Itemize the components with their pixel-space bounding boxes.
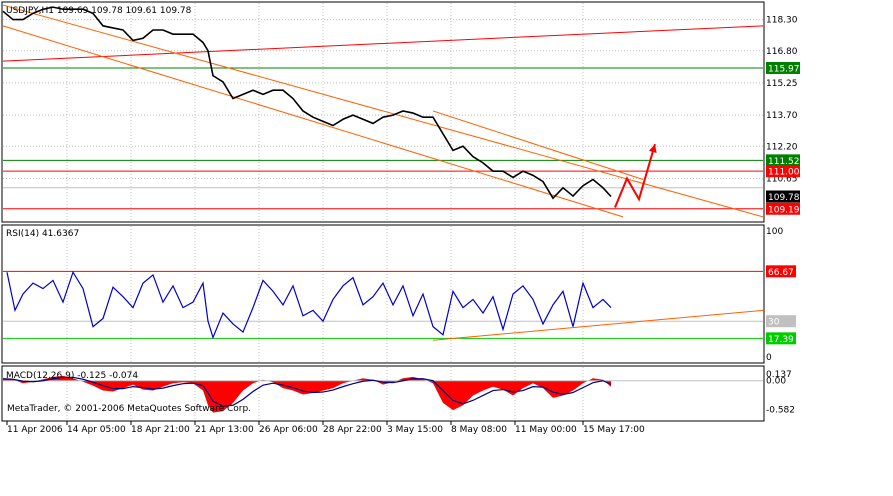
rsi-level-tag-box (766, 265, 796, 278)
rsi-level-tag-label: 66.67 (768, 268, 794, 278)
price-grid (3, 3, 763, 221)
projection-arrow-path (614, 143, 656, 208)
rsi-tick-label: 0 (766, 353, 772, 363)
price-panel-title: USDJPY,H1 109.69 109.78 109.61 109.78 (6, 6, 192, 16)
price-trendline (2, 25, 624, 218)
price-tick-label: 110.65 (766, 174, 798, 184)
price-tag-label: 115.97 (768, 64, 800, 74)
time-tick-label: 8 May 08:00 (451, 425, 507, 435)
price-tick-label: 113.70 (766, 111, 798, 121)
rsi-level-tag-label: 17.39 (768, 335, 794, 345)
price-panel-frame (1, 1, 765, 223)
projection-arrow-head (648, 144, 657, 153)
price-tag-label: 109.19 (768, 205, 800, 215)
rsi-tick-label: 100 (766, 227, 783, 237)
macd-layer (2, 375, 763, 413)
price-tag-label: 111.52 (768, 157, 800, 167)
rsi-trendline (432, 309, 764, 341)
price-tag-label: 109.78 (768, 193, 800, 203)
price-series-line (2, 6, 612, 200)
macd-tick-label: 0.00 (766, 377, 786, 387)
price-tag-box (766, 202, 800, 215)
macd-signal-line (2, 376, 612, 407)
axis-layer: 118.30 116.80 115.25 113.70 112.20 110.65 115.… (6, 16, 800, 435)
time-tick-label: 26 Apr 06:00 (259, 425, 318, 435)
rsi-panel-title: RSI(14) 41.6367 (6, 229, 79, 239)
price-tick-label: 118.30 (766, 16, 798, 26)
rsi-level-tag-box (766, 315, 796, 328)
time-tick-label: 28 Apr 22:00 (323, 425, 382, 435)
price-tick-label: 115.25 (766, 79, 798, 89)
time-tick-label: 3 May 15:00 (387, 425, 443, 435)
price-trendline (2, 4, 764, 218)
price-tag-box (766, 165, 800, 178)
price-tag-label: 111.00 (768, 168, 800, 178)
price-tag-box (766, 61, 800, 74)
time-tick-label: 11 Apr 2006 (7, 425, 63, 435)
price-tag-box (766, 154, 800, 167)
rsi-panel-frame (1, 224, 765, 364)
price-trendline (2, 25, 764, 62)
macd-tick-label: -0.582 (766, 405, 795, 415)
time-tick-label: 11 May 00:00 (515, 425, 577, 435)
copyright-text: MetaTrader, © 2001-2006 MetaQuotes Softw… (7, 404, 251, 414)
rsi-level-tag-box (766, 332, 796, 345)
rsi-level-tag-label: 30 (768, 318, 780, 328)
time-tick-label: 18 Apr 21:00 (131, 425, 190, 435)
time-tick-label: 15 May 17:00 (583, 425, 645, 435)
price-tick-label: 116.80 (766, 47, 798, 57)
macd-histogram-area (3, 375, 611, 413)
rsi-layer (3, 270, 764, 341)
macd-panel-title: MACD(12,26,9) -0.125 -0.074 (6, 371, 138, 381)
macd-panel-frame (1, 365, 765, 422)
price-layer (2, 4, 764, 218)
price-tick-label: 112.20 (766, 142, 798, 152)
macd-tick-label: 0.137 (766, 370, 792, 380)
time-tick-label: 14 Apr 05:00 (67, 425, 126, 435)
time-tick-label: 21 Apr 13:00 (195, 425, 254, 435)
price-trendline (432, 110, 644, 180)
rsi-series-line (6, 270, 612, 340)
price-tag-box (766, 190, 800, 203)
